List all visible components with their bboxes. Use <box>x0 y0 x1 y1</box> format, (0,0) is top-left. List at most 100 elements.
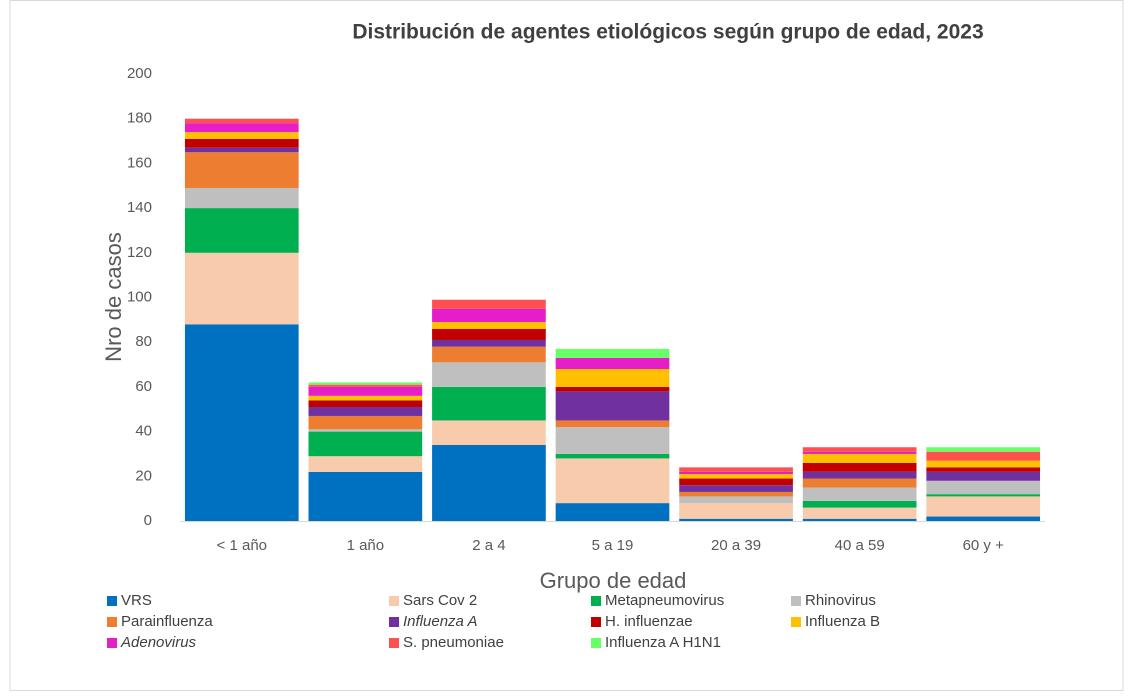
legend-swatch <box>591 638 601 648</box>
bar-segment <box>926 516 1041 521</box>
bar-segment <box>184 152 299 188</box>
x-tick-label: 40 a 59 <box>835 537 885 554</box>
legend-label: H. influenzae <box>605 613 693 630</box>
legend-label: Influenza B <box>805 613 880 630</box>
x-tick-label: 1 año <box>347 537 385 554</box>
bar-segment <box>926 471 1041 481</box>
y-tick-label: 180 <box>127 110 152 127</box>
y-tick-label: 200 <box>127 65 152 82</box>
bar-segment <box>802 447 917 452</box>
bar-segment <box>184 324 299 521</box>
bar-segment <box>555 391 670 421</box>
y-tick-label: 40 <box>135 423 152 440</box>
y-tick-label: 100 <box>127 288 152 305</box>
y-tick-label: 0 <box>144 512 152 529</box>
legend-swatch <box>591 596 601 606</box>
bar-segment <box>555 420 670 428</box>
bar-segment <box>926 451 1041 461</box>
bar-segment <box>802 478 917 488</box>
bar-segment <box>184 123 299 133</box>
legend-label: Metapneumovirus <box>605 592 724 609</box>
legend-swatch <box>389 596 399 606</box>
bar-segment <box>184 138 299 148</box>
bar-segment <box>432 386 546 421</box>
bar-segment <box>184 252 299 325</box>
x-tick-label: 2 a 4 <box>472 537 505 554</box>
legend-swatch <box>791 596 801 606</box>
bar-segment <box>555 458 670 504</box>
bar-segment <box>555 503 670 521</box>
bar-segment <box>308 415 423 430</box>
bar-segment <box>308 431 423 457</box>
bar-segment <box>308 456 423 472</box>
bar-segment <box>679 471 793 475</box>
bar-segment <box>308 429 423 432</box>
bar-segment <box>432 445 546 521</box>
legend-label: Rhinovirus <box>805 592 876 609</box>
bar-segment <box>308 471 423 521</box>
legend-swatch <box>389 617 399 627</box>
legend-swatch <box>389 638 399 648</box>
y-tick-label: 140 <box>127 199 152 216</box>
x-axis-label: Grupo de edad <box>540 568 687 593</box>
bar-segment <box>308 386 423 396</box>
bar-segment <box>555 369 670 387</box>
bar-segment <box>308 395 423 401</box>
bar-segment <box>555 453 670 459</box>
bar-segment <box>555 427 670 454</box>
bar-segment <box>802 471 917 479</box>
bar-segment <box>802 518 917 521</box>
bar-segment <box>432 322 546 329</box>
bar-segment <box>555 348 670 358</box>
bar-segment <box>679 496 793 504</box>
bar-segment <box>802 453 917 463</box>
legend-swatch <box>107 638 117 648</box>
bar-segment <box>679 518 793 521</box>
bar-segment <box>432 362 546 387</box>
legend-swatch <box>591 617 601 627</box>
y-tick-label: 120 <box>127 244 152 261</box>
y-tick-label: 20 <box>135 467 152 484</box>
chart-title: Distribución de agentes etiológicos segú… <box>352 21 983 44</box>
bar-segment <box>308 407 423 416</box>
bar-segment <box>308 382 423 385</box>
bar-segment <box>308 384 423 387</box>
legend-swatch <box>791 617 801 627</box>
bar-segment <box>926 480 1041 495</box>
y-tick-label: 160 <box>127 154 152 171</box>
bar-segment <box>802 487 917 501</box>
y-tick-label: 60 <box>135 378 152 395</box>
bar-segment <box>184 187 299 209</box>
bar-segment <box>926 496 1041 517</box>
legend-label: Adenovirus <box>120 634 197 651</box>
bar-segment <box>432 346 546 363</box>
bar-segment <box>308 400 423 408</box>
bar-segment <box>432 420 546 446</box>
bar-segment <box>926 460 1041 468</box>
x-tick-label: 60 y + <box>963 537 1005 554</box>
legend-label: VRS <box>121 592 152 609</box>
bar-segment <box>679 467 793 472</box>
bar-segment <box>926 494 1041 497</box>
legend-label: Influenza A <box>403 613 478 630</box>
y-tick-label: 80 <box>135 333 152 350</box>
x-tick-label: < 1 año <box>217 537 267 554</box>
bar-segment <box>432 299 546 309</box>
bar-segment <box>679 503 793 519</box>
bar-segment <box>926 447 1041 452</box>
bar-segment <box>802 507 917 519</box>
legend-label: Parainfluenza <box>121 613 213 630</box>
bar-segment <box>679 474 793 479</box>
bar-segment <box>802 500 917 508</box>
bar-segment <box>679 485 793 492</box>
bar-segment <box>802 462 917 472</box>
bar-segment <box>184 208 299 253</box>
bar-segment <box>184 147 299 153</box>
legend-swatch <box>107 617 117 627</box>
x-tick-label: 5 a 19 <box>592 537 634 554</box>
legend-label: Influenza A H1N1 <box>605 634 721 651</box>
bar-segment <box>555 357 670 370</box>
bar-segment <box>802 451 917 454</box>
bar-segment <box>679 478 793 486</box>
